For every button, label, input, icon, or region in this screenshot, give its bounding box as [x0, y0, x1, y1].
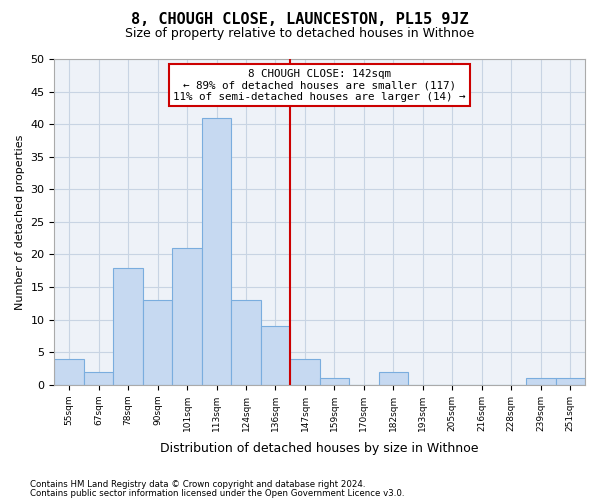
Bar — [379, 372, 408, 385]
Text: 8, CHOUGH CLOSE, LAUNCESTON, PL15 9JZ: 8, CHOUGH CLOSE, LAUNCESTON, PL15 9JZ — [131, 12, 469, 28]
Bar — [172, 248, 202, 385]
Bar — [290, 358, 320, 385]
Bar — [55, 358, 84, 385]
Bar — [202, 118, 231, 385]
X-axis label: Distribution of detached houses by size in Withnoe: Distribution of detached houses by size … — [160, 442, 479, 455]
Text: Contains HM Land Registry data © Crown copyright and database right 2024.: Contains HM Land Registry data © Crown c… — [30, 480, 365, 489]
Bar — [556, 378, 585, 385]
Bar — [231, 300, 261, 385]
Y-axis label: Number of detached properties: Number of detached properties — [15, 134, 25, 310]
Bar — [143, 300, 172, 385]
Bar — [261, 326, 290, 385]
Bar — [113, 268, 143, 385]
Bar — [320, 378, 349, 385]
Text: Size of property relative to detached houses in Withnoe: Size of property relative to detached ho… — [125, 28, 475, 40]
Bar — [84, 372, 113, 385]
Bar — [526, 378, 556, 385]
Text: 8 CHOUGH CLOSE: 142sqm
← 89% of detached houses are smaller (117)
11% of semi-de: 8 CHOUGH CLOSE: 142sqm ← 89% of detached… — [173, 69, 466, 102]
Text: Contains public sector information licensed under the Open Government Licence v3: Contains public sector information licen… — [30, 488, 404, 498]
